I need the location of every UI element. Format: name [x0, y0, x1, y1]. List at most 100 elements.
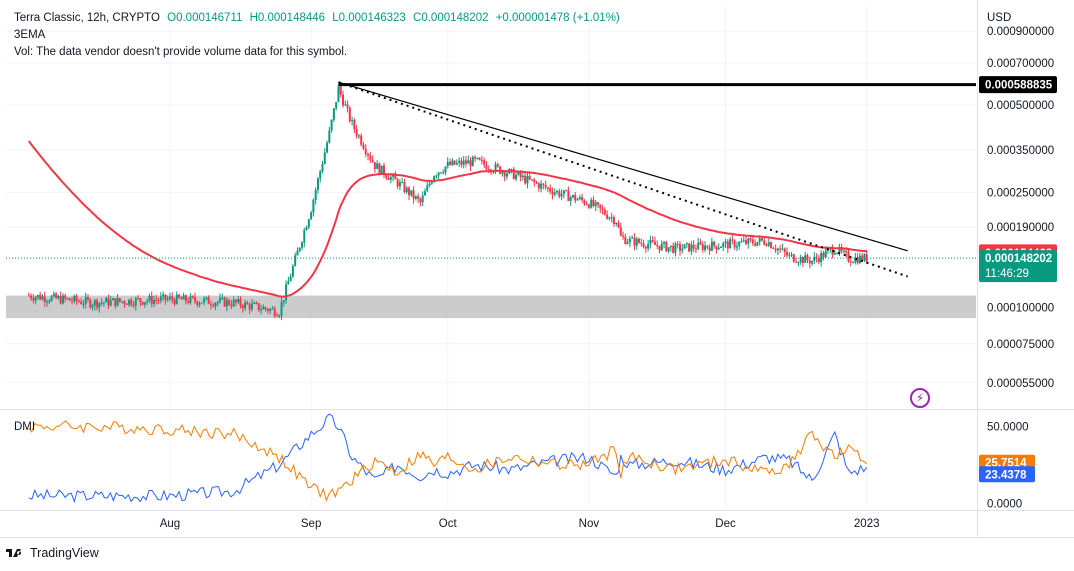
candle-body	[863, 254, 866, 261]
candle-body	[150, 295, 153, 304]
dotted-trendline[interactable]	[338, 81, 909, 278]
time-axis-label: 2023	[854, 518, 880, 530]
candle-body	[171, 296, 174, 300]
indicator-legend-3ema[interactable]: 3EMA	[14, 29, 46, 41]
symbol-title[interactable]: Terra Classic, 12h, CRYPTO	[14, 12, 160, 24]
candle-body	[745, 240, 748, 244]
ema-line	[27, 140, 867, 298]
candle-body	[137, 298, 140, 300]
candle-body	[328, 130, 331, 143]
candle-body	[590, 199, 593, 208]
candle-body	[80, 301, 83, 305]
candle-body	[360, 135, 363, 145]
candle-body	[303, 230, 306, 243]
time-axis-label: Oct	[439, 518, 458, 530]
candle-body	[68, 298, 71, 301]
candle-body	[278, 315, 281, 317]
candle-body	[419, 198, 422, 203]
candle-body	[487, 169, 490, 171]
candle-body	[82, 303, 85, 305]
candle-body	[310, 212, 313, 220]
candle-body	[36, 295, 39, 298]
candle-body	[808, 260, 811, 264]
candle-body	[212, 305, 215, 307]
candle-body	[433, 176, 436, 183]
candle-body	[305, 227, 308, 231]
candle-body	[767, 242, 770, 246]
candle-body	[651, 239, 654, 242]
candle-body	[121, 301, 124, 303]
candle-body	[710, 241, 713, 251]
candle-body	[39, 295, 42, 300]
candle-body	[221, 297, 224, 299]
candle-body	[437, 172, 440, 176]
dmi-tick-label: 50.0000	[987, 421, 1029, 433]
candle-body	[458, 160, 461, 163]
candle-body	[865, 254, 868, 262]
candle-body	[526, 175, 529, 184]
candle-body	[207, 297, 210, 305]
candle-body	[291, 265, 294, 277]
candle-body	[405, 187, 408, 193]
minus-di-line	[28, 420, 868, 502]
candle-body	[694, 248, 697, 250]
candle-body	[779, 248, 782, 250]
candle-body	[77, 300, 80, 302]
candle-body	[362, 144, 365, 149]
candle-body	[763, 240, 766, 245]
candle-body	[64, 295, 67, 299]
resistance-price-label-bg	[979, 76, 1057, 94]
candle-body	[567, 190, 570, 202]
dmi-title[interactable]: DMI	[14, 421, 36, 433]
candle-body	[253, 302, 256, 304]
candle-body	[674, 243, 677, 253]
candle-body	[435, 175, 438, 177]
candle-body	[699, 242, 702, 245]
candle-body	[355, 129, 358, 136]
candle-body	[50, 296, 53, 302]
candle-body	[665, 241, 668, 252]
trendline[interactable]	[338, 81, 908, 252]
candle-body	[617, 222, 620, 228]
candle-body	[820, 252, 823, 263]
candle-body	[562, 190, 565, 195]
support-zone	[6, 295, 976, 319]
candle-body	[228, 300, 231, 305]
tradingview-footer[interactable]: TradingView	[6, 546, 99, 560]
candle-body	[298, 247, 301, 251]
candle-body	[230, 304, 233, 306]
candle-body	[332, 108, 335, 120]
candle-body	[89, 299, 92, 308]
candle-body	[232, 299, 235, 306]
candle-body	[797, 262, 800, 264]
candle-body	[403, 182, 406, 193]
candle-body	[476, 157, 479, 159]
candle-body	[622, 235, 625, 237]
candle-body	[193, 297, 196, 302]
candle-body	[817, 258, 820, 263]
candle-body	[41, 296, 44, 300]
candle-body	[75, 296, 78, 301]
candle-body	[583, 200, 586, 205]
candle-body	[239, 298, 242, 306]
candle-body	[653, 241, 656, 245]
candle-body	[32, 298, 35, 301]
candle-body	[412, 190, 415, 199]
price-tick-label: 0.000250000	[987, 187, 1054, 199]
candle-body	[565, 190, 568, 192]
candle-body	[451, 160, 454, 165]
candle-body	[663, 241, 666, 244]
price-scale-currency: USD	[987, 12, 1011, 24]
candle-body	[811, 261, 814, 264]
lightning-icon[interactable]: ⚡	[910, 388, 930, 408]
candle-body	[738, 242, 741, 246]
candle-body	[467, 160, 470, 164]
candle-body	[237, 298, 240, 303]
candle-body	[749, 238, 752, 240]
candle-body	[125, 303, 128, 305]
candle-body	[164, 294, 167, 300]
candle-body	[410, 190, 413, 196]
candle-body	[512, 169, 515, 180]
candle-body	[357, 135, 360, 137]
